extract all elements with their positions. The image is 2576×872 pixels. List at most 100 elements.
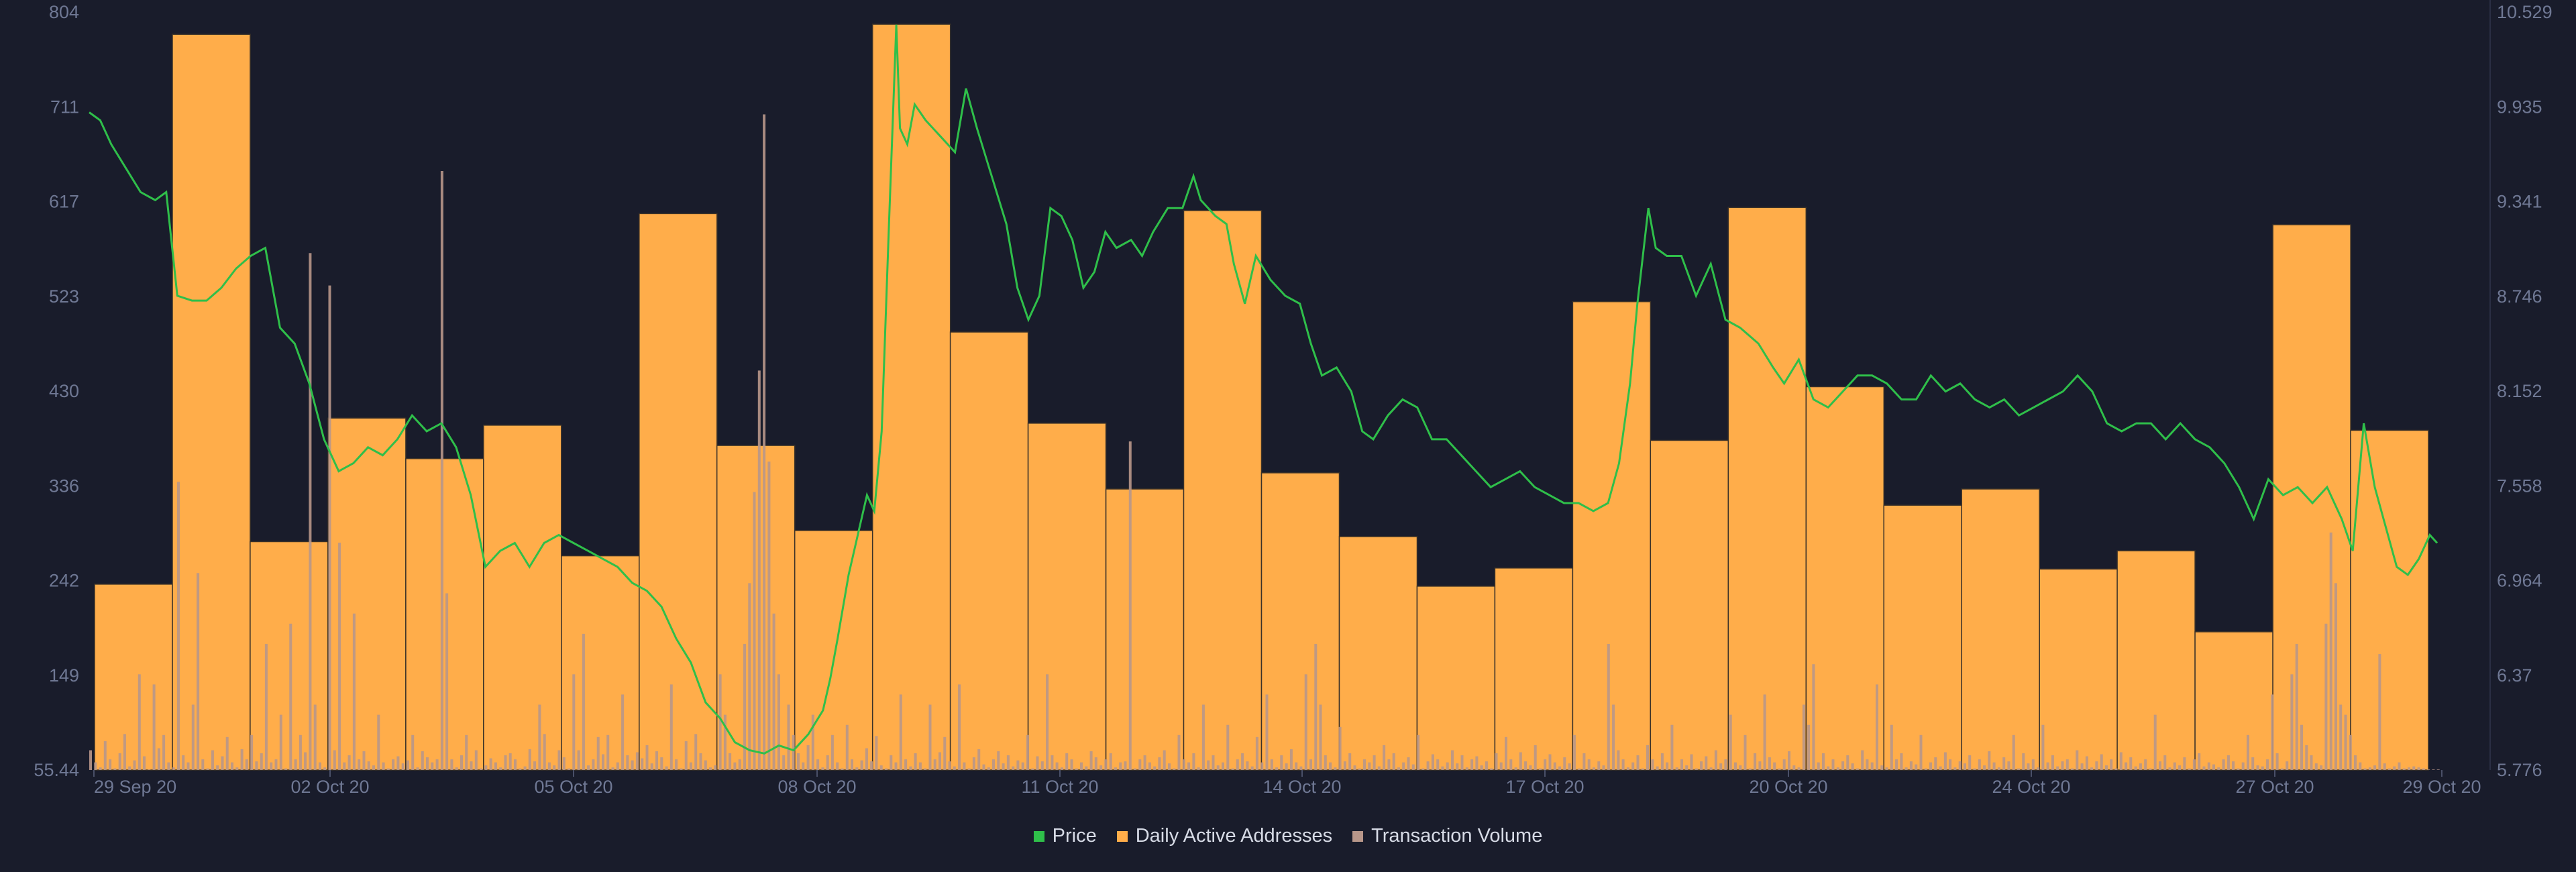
- tv-bar: [1582, 753, 1586, 770]
- tv-bar: [1334, 767, 1337, 770]
- tv-bar: [1900, 753, 1903, 770]
- tv-bar: [1973, 768, 1976, 770]
- tv-bar: [494, 762, 497, 770]
- left-tick-label: 711: [50, 97, 79, 117]
- tv-bar: [1953, 767, 1957, 770]
- tv-bar: [445, 593, 449, 770]
- tv-bar: [772, 613, 775, 770]
- tv-bar: [1572, 734, 1576, 770]
- tv-bar: [474, 750, 478, 770]
- tv-bar: [855, 767, 859, 770]
- tv-bar: [1666, 762, 1669, 770]
- tv-bar: [851, 759, 853, 770]
- tv-bar: [1485, 761, 1488, 770]
- tv-bar: [1534, 745, 1537, 770]
- tv-bar: [1289, 749, 1293, 770]
- tv-bar: [2408, 767, 2411, 770]
- left-tick-label: 430: [49, 381, 79, 401]
- tv-bar: [1319, 704, 1322, 770]
- tv-bar: [1714, 750, 1717, 770]
- tv-bar: [89, 750, 92, 770]
- tv-bar: [416, 767, 419, 770]
- tv-bar: [2222, 759, 2225, 770]
- dau-bar: [1650, 439, 1729, 771]
- tv-bar: [1822, 753, 1825, 770]
- tv-bar: [1021, 762, 1024, 770]
- tv-bar: [284, 768, 287, 770]
- tv-bar: [240, 749, 244, 770]
- tv-bar: [1168, 763, 1171, 770]
- tv-bar: [1734, 762, 1737, 770]
- tv-bar: [890, 755, 893, 770]
- tv-bar: [958, 684, 961, 770]
- tv-bar: [577, 750, 580, 770]
- tv-bar: [1890, 724, 1893, 770]
- tv-bar: [2363, 768, 2367, 770]
- tv-bar: [504, 755, 507, 770]
- tv-bar: [514, 759, 517, 770]
- tv-bar: [2012, 734, 2015, 770]
- tv-bar: [1324, 755, 1327, 770]
- tv-bar: [221, 756, 224, 770]
- tv-bar: [1836, 767, 1839, 770]
- tv-bar: [1539, 768, 1542, 770]
- tv-bar: [1280, 755, 1283, 770]
- tv-bar: [1988, 751, 1991, 770]
- tv-bar: [386, 768, 390, 770]
- tv-bar: [343, 762, 346, 770]
- tv-bar: [1553, 762, 1556, 770]
- tv-bar: [2178, 765, 2182, 770]
- tv-bar: [1348, 753, 1352, 770]
- tv-bar: [1026, 734, 1029, 770]
- tv-bar: [729, 753, 732, 770]
- tv-bar: [2314, 763, 2318, 770]
- tv-bar: [2192, 759, 2196, 770]
- tv-bar: [1876, 684, 1878, 770]
- tv-bar: [1802, 704, 1805, 770]
- tv-bar: [1216, 765, 1220, 770]
- tv-bar: [1519, 752, 1522, 770]
- tv-bar: [709, 767, 712, 770]
- legend-item-price[interactable]: Price: [1033, 825, 1097, 847]
- tv-bar: [1660, 753, 1664, 770]
- tv-bar: [806, 745, 810, 770]
- tv-bar: [1939, 766, 1942, 770]
- tv-bar: [1983, 765, 1986, 770]
- tv-bar: [172, 767, 175, 770]
- tv-bar: [1036, 756, 1039, 770]
- tv-bar: [1338, 726, 1342, 770]
- tv-bar: [1558, 766, 1562, 770]
- tv-bar: [245, 759, 248, 770]
- tv-bar: [1505, 737, 1507, 770]
- tv-bar: [152, 684, 156, 770]
- tv-bar: [826, 755, 829, 770]
- dau-bar: [794, 530, 873, 771]
- dau-bar: [2350, 429, 2429, 771]
- tv-bar: [1075, 768, 1078, 770]
- tv-bar: [967, 768, 971, 770]
- x-tick-label: 05 Oct 20: [534, 777, 612, 797]
- legend-item-transaction-volume[interactable]: Transaction Volume: [1352, 825, 1542, 847]
- tv-bar: [2373, 765, 2377, 770]
- tv-bar: [2237, 768, 2240, 770]
- tv-bar: [450, 759, 453, 770]
- tv-bar: [128, 766, 131, 770]
- tv-bar: [2417, 767, 2420, 770]
- legend-swatch-daily-active-addresses: [1116, 830, 1128, 842]
- tv-bar: [1607, 644, 1610, 770]
- tv-bar: [2241, 762, 2245, 770]
- tv-bar: [182, 755, 185, 770]
- tv-bar: [1646, 745, 1649, 770]
- tv-bar: [1593, 767, 1595, 770]
- tv-bar: [1495, 753, 1498, 770]
- tv-bar: [1212, 755, 1215, 770]
- tv-bar: [797, 753, 800, 770]
- tv-bar: [2144, 759, 2147, 770]
- tv-bar: [1685, 765, 1688, 770]
- legend-item-daily-active-addresses[interactable]: Daily Active Addresses: [1116, 825, 1332, 847]
- tv-bar: [1934, 757, 1937, 770]
- tv-bar: [596, 737, 600, 770]
- right-tick-label: 8.152: [2497, 381, 2542, 401]
- tv-bar: [279, 714, 282, 770]
- tv-bar: [1846, 755, 1849, 770]
